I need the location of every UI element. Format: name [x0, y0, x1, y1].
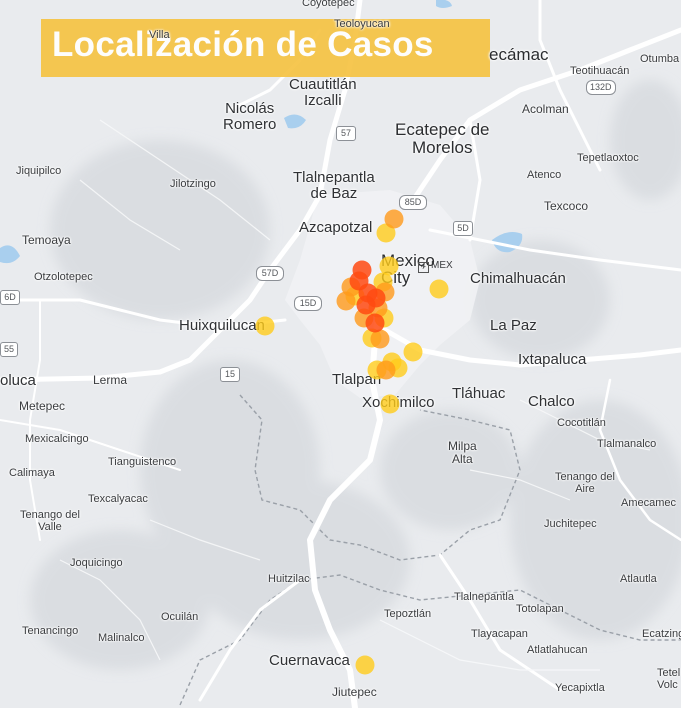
place-label: Huixquilucan — [179, 317, 265, 334]
place-label: ecámac — [489, 45, 549, 64]
case-marker[interactable] — [403, 342, 423, 362]
place-label: Tlayacapan — [471, 628, 528, 640]
case-marker[interactable] — [429, 279, 449, 299]
place-label: Totolapan — [516, 603, 564, 615]
case-marker[interactable] — [370, 329, 390, 349]
road-shield: 57D — [256, 266, 284, 281]
place-label: Ixtapaluca — [518, 351, 587, 368]
map-title: Localización de Casos — [52, 25, 434, 64]
place-label: Tláhuac — [452, 385, 506, 402]
place-label: Texcalyacac — [88, 493, 148, 505]
place-label: Cocotitlán — [557, 417, 606, 429]
case-marker[interactable] — [255, 316, 275, 336]
place-label: Ocuilán — [161, 611, 199, 623]
place-label: oluca — [0, 372, 36, 389]
airport-label: MEX — [431, 260, 453, 271]
place-label: Temoaya — [22, 233, 71, 247]
place-label: Chimalhuacán — [470, 270, 566, 287]
case-marker[interactable] — [336, 291, 356, 311]
case-marker[interactable] — [376, 360, 396, 380]
place-label: Tlalpan — [332, 371, 382, 388]
place-label: Otzolotepec — [34, 271, 93, 283]
case-marker[interactable] — [355, 655, 375, 675]
place-label: Tlalnepantla — [454, 591, 514, 603]
place-label: Amecamec — [621, 497, 677, 509]
place-label: Jiquipilco — [16, 165, 62, 177]
place-label: Azcapotzal — [299, 219, 373, 236]
road-shield: 85D — [399, 195, 427, 210]
case-marker[interactable] — [365, 313, 385, 333]
place-label: Atlatlahucan — [527, 644, 588, 656]
place-label: Yecapixtla — [555, 682, 605, 694]
place-label: Otumba — [640, 53, 680, 65]
place-label: Tlalnepantla de Baz — [293, 169, 375, 202]
road-shield: 132D — [586, 80, 616, 95]
place-label: Texcoco — [544, 199, 589, 213]
place-label: Tenango del Valle — [20, 509, 80, 533]
place-label: Tepetlaoxtoc — [577, 152, 639, 164]
place-label: Acolman — [522, 102, 569, 116]
place-label: Atenco — [527, 169, 562, 181]
road-shield: 15 — [220, 367, 240, 382]
place-label: Villa — [149, 29, 170, 41]
place-label: Huitzilac — [268, 573, 310, 585]
place-label: Teoloyucan — [334, 18, 390, 30]
place-label: Tenancingo — [22, 625, 79, 637]
place-label: Cuautitlán Izcalli — [289, 76, 357, 109]
place-label: Tenango del Aire — [555, 471, 615, 495]
place-label: Ecatepec de Morelos — [395, 120, 490, 157]
place-label: Mexicalcingo — [25, 433, 89, 445]
place-label: Cuernavaca — [269, 652, 350, 669]
place-label: Coyotepec — [302, 0, 355, 9]
case-marker[interactable] — [356, 295, 376, 315]
case-marker[interactable] — [380, 394, 400, 414]
place-label: Nicolás Romero — [223, 100, 277, 133]
place-label: Tepoztlán — [384, 608, 432, 620]
airport-marker: ✈ MEX — [418, 260, 453, 273]
place-label: Teotihuacán — [570, 65, 630, 77]
case-marker[interactable] — [376, 223, 396, 243]
case-marker[interactable] — [379, 256, 399, 276]
place-label: Milpa Alta — [448, 439, 477, 466]
place-label: Tetel Volc — [657, 667, 681, 691]
road-shield: 55 — [0, 342, 19, 357]
place-label: Tianguistenco — [108, 456, 177, 468]
place-label: Calimaya — [9, 467, 55, 479]
place-label: Ecatzing — [642, 628, 681, 640]
place-label: Malinalco — [98, 632, 145, 644]
place-label: Tlalmanalco — [597, 438, 657, 450]
place-label: Jilotzingo — [170, 178, 216, 190]
map-title-banner: Localización de Casos — [41, 19, 490, 77]
place-label: Lerma — [93, 373, 128, 387]
place-label: Joquicingo — [70, 557, 123, 569]
road-shield: 57 — [336, 126, 356, 141]
airport-icon: ✈ — [418, 262, 429, 273]
road-shield: 6D — [0, 290, 20, 305]
road-shield: 5D — [453, 221, 473, 236]
place-label: Metepec — [19, 399, 66, 413]
place-label: Juchitepec — [544, 518, 597, 530]
place-label: Chalco — [528, 393, 575, 410]
road-shield: 15D — [294, 296, 322, 311]
case-marker[interactable] — [384, 209, 404, 229]
place-label: Jiutepec — [332, 685, 377, 699]
place-label: Atlautla — [620, 573, 657, 585]
place-label: La Paz — [490, 317, 537, 334]
